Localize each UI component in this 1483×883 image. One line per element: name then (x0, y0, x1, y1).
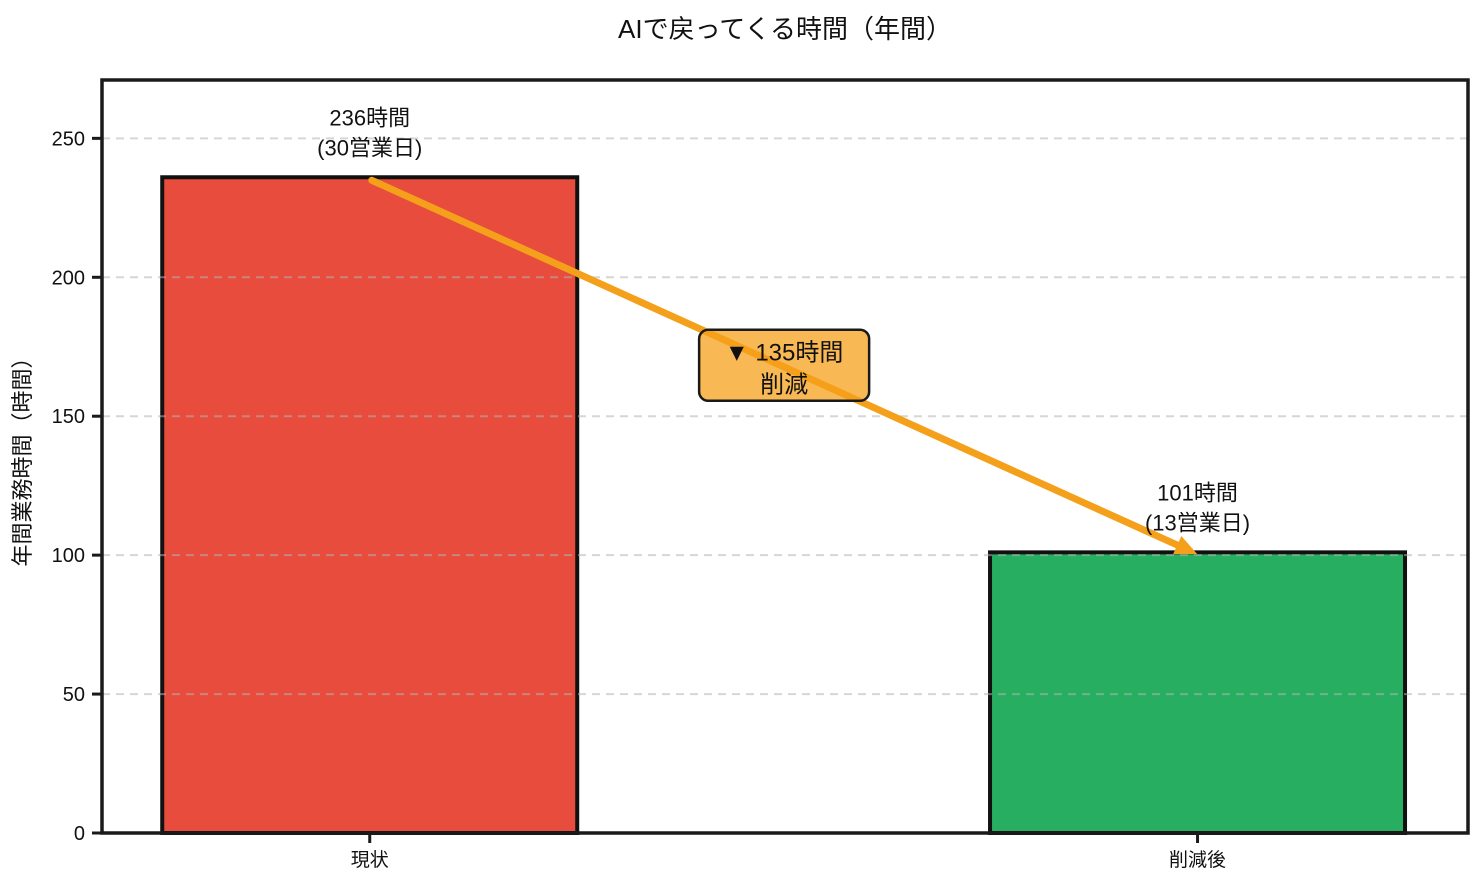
y-tick-label-0: 0 (74, 823, 85, 845)
annotation-line-1: ▼ 135時間 (725, 339, 843, 366)
axes-frame (100, 78, 1470, 835)
y-tick-label-4: 200 (52, 267, 85, 289)
bar-value-label-1: 101時間 (1157, 480, 1238, 505)
y-tick-label-5: 250 (52, 128, 85, 150)
reduction-arrow-head (1173, 535, 1198, 555)
bar-0 (160, 175, 580, 835)
bar-value-sublabel-0: (30営業日) (317, 135, 422, 160)
chart-title: AIで戻ってくる時間（年間） (618, 14, 952, 44)
x-tick-label-1: 削減後 (1169, 849, 1226, 871)
x-tick-label-0: 現状 (351, 849, 389, 871)
annotation-box (697, 328, 871, 403)
bar-value-label-0: 236時間 (329, 105, 410, 130)
y-tick-label-1: 50 (63, 684, 85, 706)
y-tick-label-2: 100 (52, 545, 85, 567)
y-tick-label-3: 150 (52, 406, 85, 428)
bar-value-sublabel-1: (13営業日) (1145, 510, 1250, 535)
annotation-line-2: 削減 (760, 371, 808, 398)
bar-1 (988, 550, 1408, 835)
y-axis-label: 年間業務時間（時間） (10, 346, 35, 566)
